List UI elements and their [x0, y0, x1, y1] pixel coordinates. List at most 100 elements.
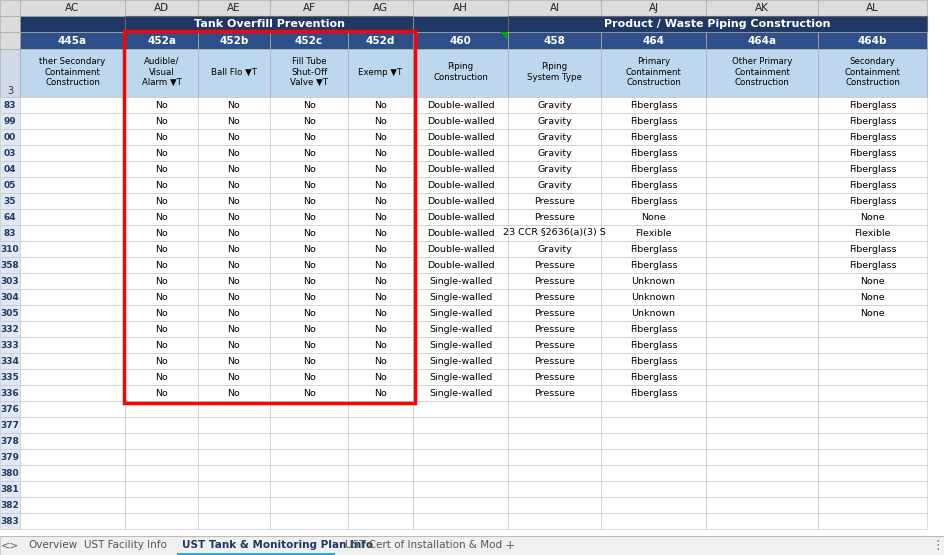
Bar — [125, 32, 198, 49]
Text: Fiberglass: Fiberglass — [629, 372, 677, 381]
Bar — [600, 209, 705, 225]
Bar — [20, 417, 125, 433]
Bar — [413, 177, 508, 193]
Bar — [198, 465, 270, 481]
Text: No: No — [155, 117, 168, 125]
Text: Single-walled: Single-walled — [429, 276, 492, 285]
Text: 05: 05 — [4, 180, 16, 189]
Bar — [600, 481, 705, 497]
Bar — [705, 353, 818, 369]
Bar — [508, 225, 600, 241]
Text: None: None — [859, 309, 884, 317]
Bar — [198, 49, 270, 97]
Bar — [818, 209, 926, 225]
Text: Pressure: Pressure — [533, 309, 574, 317]
Bar — [705, 209, 818, 225]
Bar — [705, 273, 818, 289]
Bar — [705, 465, 818, 481]
Bar — [270, 369, 347, 385]
Bar — [818, 161, 926, 177]
Bar — [20, 257, 125, 273]
Text: Fiberglass: Fiberglass — [848, 196, 895, 205]
Bar — [270, 401, 347, 417]
Bar — [705, 113, 818, 129]
Bar — [508, 193, 600, 209]
Bar — [20, 385, 125, 401]
Bar — [508, 465, 600, 481]
Text: No: No — [374, 245, 386, 254]
Text: No: No — [302, 309, 315, 317]
Bar — [20, 337, 125, 353]
Bar — [125, 257, 198, 273]
Bar — [20, 465, 125, 481]
Text: No: No — [302, 372, 315, 381]
Bar — [413, 481, 508, 497]
Bar — [198, 481, 270, 497]
Text: Unknown: Unknown — [631, 292, 675, 301]
Bar — [508, 97, 600, 113]
Bar — [600, 193, 705, 209]
Text: Double-walled: Double-walled — [427, 213, 494, 221]
Text: 35: 35 — [4, 196, 16, 205]
Bar — [198, 289, 270, 305]
Bar — [600, 113, 705, 129]
Text: No: No — [374, 213, 386, 221]
Bar — [508, 497, 600, 513]
Text: Primary
Containment
Construction: Primary Containment Construction — [625, 57, 681, 87]
Text: Secondary
Containment
Construction: Secondary Containment Construction — [844, 57, 900, 87]
Text: No: No — [228, 309, 240, 317]
Bar — [198, 97, 270, 113]
Bar — [705, 401, 818, 417]
Bar — [0, 16, 20, 32]
Text: Single-walled: Single-walled — [429, 309, 492, 317]
Bar — [347, 337, 413, 353]
Bar — [20, 209, 125, 225]
Bar — [198, 273, 270, 289]
Bar — [413, 433, 508, 449]
Text: 383: 383 — [1, 517, 20, 526]
Bar — [198, 449, 270, 465]
Text: Fiberglass: Fiberglass — [629, 100, 677, 109]
Text: <: < — [1, 541, 10, 551]
Text: Pressure: Pressure — [533, 213, 574, 221]
Bar — [20, 305, 125, 321]
Bar — [198, 209, 270, 225]
Text: No: No — [228, 325, 240, 334]
Bar — [508, 161, 600, 177]
Bar — [600, 97, 705, 113]
Bar — [508, 273, 600, 289]
Text: Fiberglass: Fiberglass — [629, 260, 677, 270]
Bar — [818, 145, 926, 161]
Bar — [125, 113, 198, 129]
Text: 83: 83 — [4, 100, 16, 109]
Bar — [818, 49, 926, 97]
Bar — [125, 417, 198, 433]
Bar — [270, 305, 347, 321]
Bar — [413, 97, 508, 113]
Text: Overview: Overview — [28, 541, 77, 551]
Bar — [347, 385, 413, 401]
Bar — [600, 433, 705, 449]
Bar — [705, 0, 818, 16]
Bar — [198, 177, 270, 193]
Text: No: No — [302, 196, 315, 205]
Text: AC: AC — [65, 3, 79, 13]
Bar — [0, 209, 20, 225]
Bar — [125, 305, 198, 321]
Text: No: No — [155, 388, 168, 397]
Bar — [818, 289, 926, 305]
Bar — [20, 481, 125, 497]
Text: No: No — [228, 292, 240, 301]
Text: No: No — [228, 213, 240, 221]
Bar — [347, 497, 413, 513]
Bar — [508, 32, 600, 49]
Bar — [818, 481, 926, 497]
Text: 64: 64 — [4, 213, 16, 221]
Text: Double-walled: Double-walled — [427, 180, 494, 189]
Text: Fiberglass: Fiberglass — [848, 133, 895, 142]
Text: Double-walled: Double-walled — [427, 164, 494, 174]
Text: Piping
Construction: Piping Construction — [432, 62, 487, 82]
Bar — [198, 193, 270, 209]
Bar — [20, 177, 125, 193]
Bar — [705, 225, 818, 241]
